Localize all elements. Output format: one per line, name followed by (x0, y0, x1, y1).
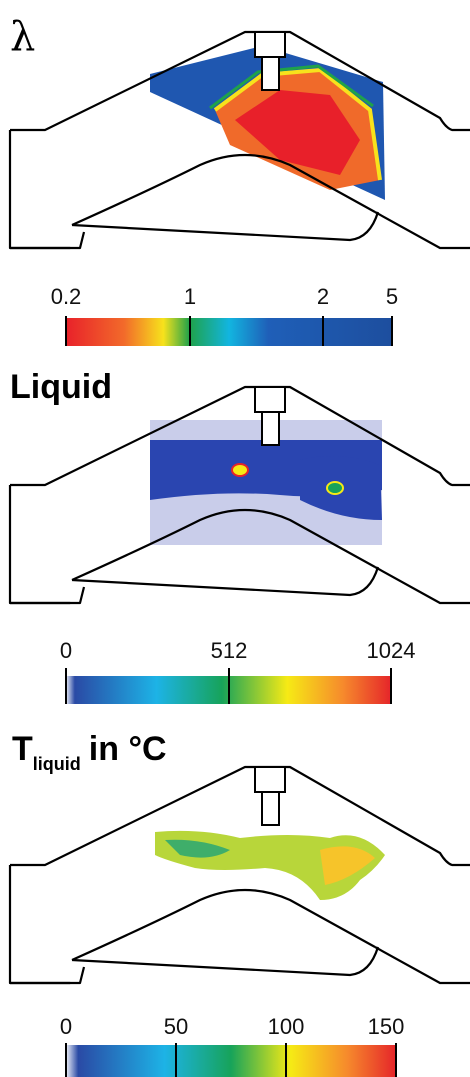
title-suffix: in °C (89, 730, 167, 768)
temperature-field (155, 831, 385, 900)
colorbar-label: 2 (317, 284, 329, 309)
chamber-outline (10, 767, 470, 983)
title-subscript: liquid (33, 754, 81, 774)
colorbar-label: 0 (60, 638, 72, 663)
panel-title: Tliquid in °C (12, 730, 167, 774)
figure: λ 0.2 1 2 5 Liquid 0 512 1024 Tliquid in … (0, 0, 470, 1077)
colorbar-label: 100 (268, 1014, 305, 1039)
colorbar-label: 5 (386, 284, 398, 309)
colorbar-label: 150 (368, 1014, 405, 1039)
colorbar-label: 512 (211, 638, 248, 663)
title-main: T (12, 730, 33, 768)
colorbar-label: 1024 (367, 638, 416, 663)
colorbar (65, 318, 393, 346)
colorbar-label: 1 (184, 284, 196, 309)
colorbar-label: 50 (164, 1014, 188, 1039)
colorbar (65, 1045, 397, 1077)
colorbar-label: 0.2 (51, 284, 82, 309)
panel-title: λ (10, 14, 35, 60)
colorbar-label: 0 (60, 1014, 72, 1039)
panel-title: Liquid (10, 368, 112, 406)
